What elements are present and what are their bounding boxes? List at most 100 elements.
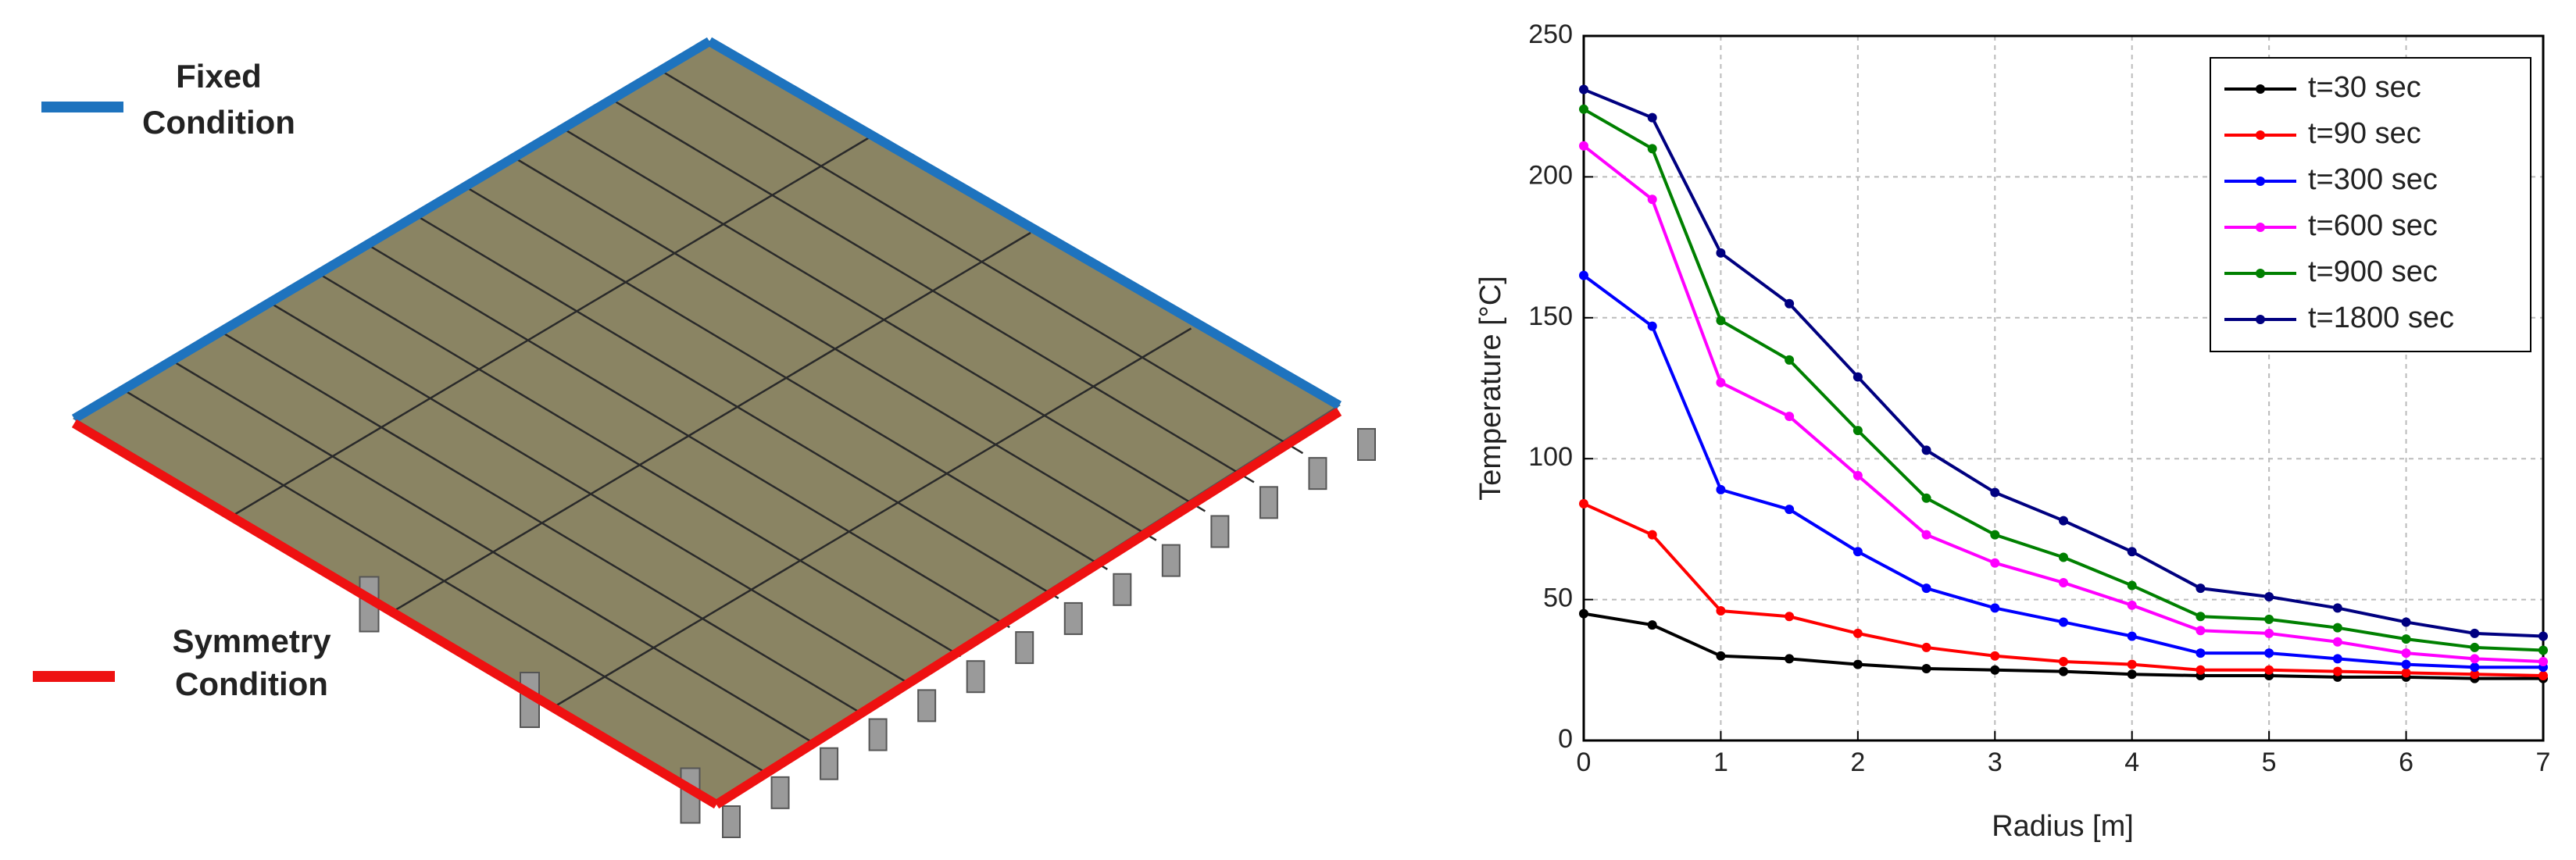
- legend-label: t=300 sec: [2308, 163, 2438, 196]
- point: [2470, 669, 2480, 680]
- beam: [868, 718, 888, 751]
- point: [2264, 591, 2274, 601]
- point: [1853, 628, 1863, 638]
- point: [1647, 620, 1657, 630]
- point: [2127, 600, 2137, 610]
- chart: Radius [m] Temperature [°C] 050100150200…: [1474, 20, 2550, 843]
- legend-marker: [2256, 315, 2265, 324]
- y-tick-label: 200: [1528, 160, 1573, 190]
- point: [1647, 144, 1657, 154]
- point: [2470, 642, 2480, 652]
- point: [2332, 654, 2342, 664]
- point: [2401, 617, 2411, 627]
- beam: [917, 689, 937, 723]
- point: [1716, 606, 1726, 616]
- point: [2059, 516, 2068, 526]
- point: [2332, 666, 2342, 676]
- label: Condition: [142, 104, 295, 141]
- point: [2470, 662, 2480, 673]
- x-tick-label: 3: [1988, 748, 2003, 777]
- point: [2401, 634, 2411, 644]
- beam: [722, 805, 741, 838]
- beam: [1113, 573, 1132, 606]
- y-tick-label: 100: [1528, 442, 1573, 472]
- point: [1785, 612, 1795, 622]
- point: [2264, 648, 2274, 658]
- point: [2195, 648, 2206, 658]
- point: [1921, 493, 1931, 503]
- fixed-edge: [706, 37, 1342, 410]
- beam: [1063, 601, 1083, 635]
- point: [2332, 603, 2342, 613]
- point: [1853, 372, 1863, 382]
- point: [1579, 141, 1588, 151]
- point: [2538, 645, 2548, 655]
- point: [1853, 547, 1863, 557]
- plate-diagram: Fixed Condition Symmetry Condition: [33, 37, 1376, 838]
- x-tick-label: 2: [1850, 748, 1865, 777]
- beam: [820, 747, 839, 780]
- point: [2401, 668, 2411, 678]
- legend-label: t=1800 sec: [2308, 302, 2454, 334]
- plate-line: [234, 136, 871, 516]
- plate-line: [555, 327, 1192, 707]
- point: [1990, 651, 2000, 661]
- point: [1921, 530, 1931, 540]
- point: [1579, 104, 1588, 114]
- y-axis-label: Temperature [°C]: [1474, 276, 1507, 501]
- legend-marker: [2256, 269, 2265, 278]
- point: [2127, 659, 2137, 669]
- legend-box: [2210, 57, 2531, 352]
- legend-marker: [2256, 84, 2265, 94]
- label: Symmetry: [172, 623, 331, 659]
- point: [2470, 628, 2480, 638]
- fixed-edge: [71, 37, 713, 423]
- symmetry-edge: [71, 419, 720, 809]
- x-tick-label: 1: [1713, 748, 1728, 777]
- legend-marker: [2256, 130, 2265, 140]
- point: [1785, 355, 1795, 365]
- point: [1921, 642, 1931, 652]
- point: [1579, 84, 1588, 95]
- beam: [770, 776, 790, 809]
- legend-label: t=600 sec: [2308, 209, 2438, 242]
- point: [2195, 665, 2206, 675]
- point: [1990, 603, 2000, 613]
- point: [2127, 547, 2137, 557]
- beam: [966, 660, 985, 694]
- point: [1853, 426, 1863, 436]
- x-tick-label: 0: [1577, 748, 1592, 777]
- point: [2332, 637, 2342, 647]
- x-axis-label: Radius [m]: [1992, 810, 2134, 843]
- label: Fixed: [176, 58, 262, 95]
- point: [2059, 617, 2068, 627]
- point: [2195, 612, 2206, 622]
- legend-marker: [2256, 223, 2265, 232]
- legend-marker: [2256, 177, 2265, 186]
- point: [1716, 248, 1726, 258]
- point: [2195, 626, 2206, 636]
- y-tick-label: 0: [1558, 724, 1573, 754]
- symmetry-edge: [713, 407, 1342, 809]
- beam: [1308, 457, 1327, 491]
- point: [1921, 583, 1931, 594]
- label: Condition: [175, 666, 328, 702]
- x-tick-label: 7: [2536, 748, 2551, 777]
- y-tick-label: 250: [1528, 20, 1573, 49]
- plot-frame: [1582, 34, 2545, 742]
- series-line: [1583, 502, 2544, 678]
- point: [1785, 298, 1795, 309]
- point: [1921, 445, 1931, 455]
- point: [2401, 659, 2411, 669]
- point: [2059, 666, 2068, 676]
- point: [2059, 552, 2068, 562]
- point: [1716, 484, 1726, 494]
- point: [2538, 656, 2548, 666]
- y-tick-label: 150: [1528, 302, 1573, 331]
- legend-label: t=90 sec: [2308, 117, 2421, 150]
- point: [1716, 316, 1726, 326]
- point: [2059, 656, 2068, 666]
- point: [1716, 377, 1726, 387]
- point: [2195, 583, 2206, 594]
